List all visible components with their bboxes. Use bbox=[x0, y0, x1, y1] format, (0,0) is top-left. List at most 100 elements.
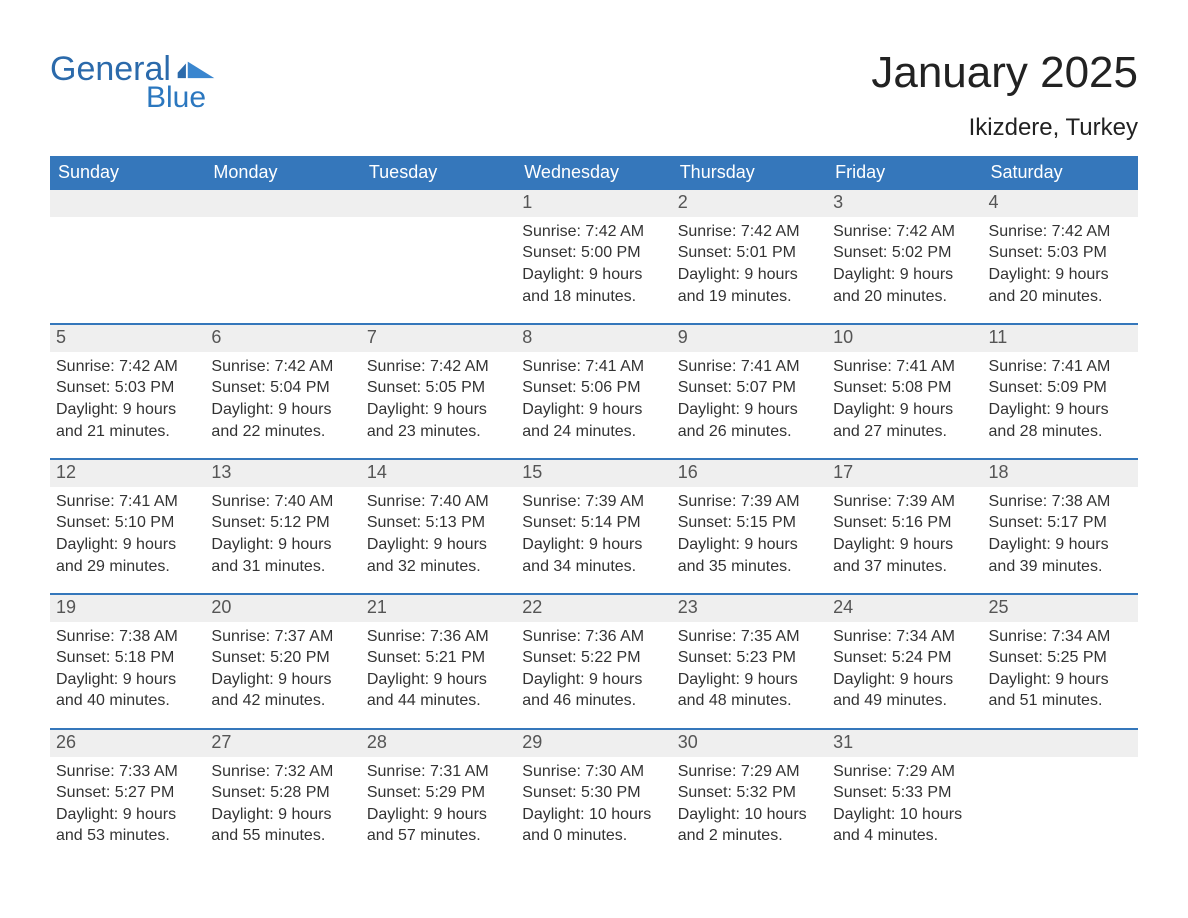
day-number: 20 bbox=[205, 595, 360, 622]
sunrise-text: Sunrise: 7:39 AM bbox=[522, 491, 665, 513]
sunset-text: Sunset: 5:09 PM bbox=[989, 377, 1132, 399]
sunrise-text: Sunrise: 7:42 AM bbox=[989, 221, 1132, 243]
sunset-text: Sunset: 5:07 PM bbox=[678, 377, 821, 399]
day-body: Sunrise: 7:41 AMSunset: 5:10 PMDaylight:… bbox=[50, 487, 205, 593]
day-number: 26 bbox=[50, 730, 205, 757]
sunset-text: Sunset: 5:18 PM bbox=[56, 647, 199, 669]
daylight-line1: Daylight: 9 hours bbox=[989, 669, 1132, 691]
day-cell: 11Sunrise: 7:41 AMSunset: 5:09 PMDayligh… bbox=[983, 325, 1138, 458]
daylight-line2: and 53 minutes. bbox=[56, 825, 199, 847]
day-cell: 14Sunrise: 7:40 AMSunset: 5:13 PMDayligh… bbox=[361, 460, 516, 593]
daylight-line2: and 28 minutes. bbox=[989, 421, 1132, 443]
daylight-line1: Daylight: 9 hours bbox=[211, 399, 354, 421]
weekday-header: Sunday bbox=[50, 156, 205, 190]
day-number: 17 bbox=[827, 460, 982, 487]
daylight-line2: and 21 minutes. bbox=[56, 421, 199, 443]
sunset-text: Sunset: 5:02 PM bbox=[833, 242, 976, 264]
day-body: Sunrise: 7:42 AMSunset: 5:01 PMDaylight:… bbox=[672, 217, 827, 323]
sunrise-text: Sunrise: 7:41 AM bbox=[522, 356, 665, 378]
daylight-line2: and 19 minutes. bbox=[678, 286, 821, 308]
sunrise-text: Sunrise: 7:38 AM bbox=[989, 491, 1132, 513]
day-number: 18 bbox=[983, 460, 1138, 487]
sunset-text: Sunset: 5:08 PM bbox=[833, 377, 976, 399]
day-number: 15 bbox=[516, 460, 671, 487]
day-body: Sunrise: 7:39 AMSunset: 5:15 PMDaylight:… bbox=[672, 487, 827, 593]
day-number: 25 bbox=[983, 595, 1138, 622]
day-cell: 4Sunrise: 7:42 AMSunset: 5:03 PMDaylight… bbox=[983, 190, 1138, 323]
daylight-line2: and 44 minutes. bbox=[367, 690, 510, 712]
daylight-line2: and 4 minutes. bbox=[833, 825, 976, 847]
day-cell: 17Sunrise: 7:39 AMSunset: 5:16 PMDayligh… bbox=[827, 460, 982, 593]
sunset-text: Sunset: 5:28 PM bbox=[211, 782, 354, 804]
day-body: Sunrise: 7:34 AMSunset: 5:24 PMDaylight:… bbox=[827, 622, 982, 728]
daylight-line1: Daylight: 9 hours bbox=[522, 264, 665, 286]
sunset-text: Sunset: 5:21 PM bbox=[367, 647, 510, 669]
day-number: 28 bbox=[361, 730, 516, 757]
sunset-text: Sunset: 5:27 PM bbox=[56, 782, 199, 804]
sunrise-text: Sunrise: 7:38 AM bbox=[56, 626, 199, 648]
day-number: 10 bbox=[827, 325, 982, 352]
week-row: 5Sunrise: 7:42 AMSunset: 5:03 PMDaylight… bbox=[50, 323, 1138, 458]
day-cell: 3Sunrise: 7:42 AMSunset: 5:02 PMDaylight… bbox=[827, 190, 982, 323]
day-body: Sunrise: 7:32 AMSunset: 5:28 PMDaylight:… bbox=[205, 757, 360, 863]
sunrise-text: Sunrise: 7:42 AM bbox=[367, 356, 510, 378]
week-row: 19Sunrise: 7:38 AMSunset: 5:18 PMDayligh… bbox=[50, 593, 1138, 728]
day-number: 29 bbox=[516, 730, 671, 757]
sunset-text: Sunset: 5:20 PM bbox=[211, 647, 354, 669]
day-number: 14 bbox=[361, 460, 516, 487]
day-cell bbox=[983, 730, 1138, 863]
location-label: Ikizdere, Turkey bbox=[871, 114, 1138, 142]
sunrise-text: Sunrise: 7:42 AM bbox=[833, 221, 976, 243]
day-cell: 12Sunrise: 7:41 AMSunset: 5:10 PMDayligh… bbox=[50, 460, 205, 593]
daylight-line1: Daylight: 9 hours bbox=[56, 399, 199, 421]
weekday-header: Wednesday bbox=[516, 156, 671, 190]
daylight-line2: and 35 minutes. bbox=[678, 556, 821, 578]
sunset-text: Sunset: 5:14 PM bbox=[522, 512, 665, 534]
sunset-text: Sunset: 5:10 PM bbox=[56, 512, 199, 534]
day-number: 31 bbox=[827, 730, 982, 757]
day-number: 21 bbox=[361, 595, 516, 622]
daylight-line1: Daylight: 9 hours bbox=[56, 534, 199, 556]
day-cell: 13Sunrise: 7:40 AMSunset: 5:12 PMDayligh… bbox=[205, 460, 360, 593]
sunrise-text: Sunrise: 7:40 AM bbox=[367, 491, 510, 513]
day-body: Sunrise: 7:41 AMSunset: 5:08 PMDaylight:… bbox=[827, 352, 982, 458]
sunrise-text: Sunrise: 7:35 AM bbox=[678, 626, 821, 648]
day-cell: 22Sunrise: 7:36 AMSunset: 5:22 PMDayligh… bbox=[516, 595, 671, 728]
day-cell: 29Sunrise: 7:30 AMSunset: 5:30 PMDayligh… bbox=[516, 730, 671, 863]
day-body: Sunrise: 7:41 AMSunset: 5:09 PMDaylight:… bbox=[983, 352, 1138, 458]
day-cell: 5Sunrise: 7:42 AMSunset: 5:03 PMDaylight… bbox=[50, 325, 205, 458]
day-body: Sunrise: 7:31 AMSunset: 5:29 PMDaylight:… bbox=[361, 757, 516, 863]
daylight-line2: and 48 minutes. bbox=[678, 690, 821, 712]
weekday-header-row: Sunday Monday Tuesday Wednesday Thursday… bbox=[50, 156, 1138, 190]
sunrise-text: Sunrise: 7:42 AM bbox=[678, 221, 821, 243]
day-body: Sunrise: 7:29 AMSunset: 5:32 PMDaylight:… bbox=[672, 757, 827, 863]
daylight-line2: and 0 minutes. bbox=[522, 825, 665, 847]
daylight-line2: and 2 minutes. bbox=[678, 825, 821, 847]
daylight-line1: Daylight: 9 hours bbox=[367, 669, 510, 691]
sunrise-text: Sunrise: 7:39 AM bbox=[833, 491, 976, 513]
sunset-text: Sunset: 5:29 PM bbox=[367, 782, 510, 804]
sunrise-text: Sunrise: 7:41 AM bbox=[678, 356, 821, 378]
day-body: Sunrise: 7:36 AMSunset: 5:22 PMDaylight:… bbox=[516, 622, 671, 728]
sunset-text: Sunset: 5:00 PM bbox=[522, 242, 665, 264]
daylight-line2: and 20 minutes. bbox=[989, 286, 1132, 308]
day-number: 12 bbox=[50, 460, 205, 487]
day-cell bbox=[205, 190, 360, 323]
sunrise-text: Sunrise: 7:34 AM bbox=[833, 626, 976, 648]
daylight-line2: and 23 minutes. bbox=[367, 421, 510, 443]
daylight-line1: Daylight: 9 hours bbox=[522, 399, 665, 421]
weekday-header: Tuesday bbox=[361, 156, 516, 190]
day-cell: 20Sunrise: 7:37 AMSunset: 5:20 PMDayligh… bbox=[205, 595, 360, 728]
sunset-text: Sunset: 5:16 PM bbox=[833, 512, 976, 534]
sunrise-text: Sunrise: 7:39 AM bbox=[678, 491, 821, 513]
weekday-header: Friday bbox=[827, 156, 982, 190]
day-body: Sunrise: 7:38 AMSunset: 5:18 PMDaylight:… bbox=[50, 622, 205, 728]
day-body: Sunrise: 7:42 AMSunset: 5:03 PMDaylight:… bbox=[983, 217, 1138, 323]
title-block: January 2025 Ikizdere, Turkey bbox=[871, 50, 1138, 142]
flag-icon bbox=[177, 58, 215, 80]
day-body: Sunrise: 7:29 AMSunset: 5:33 PMDaylight:… bbox=[827, 757, 982, 863]
day-number: 19 bbox=[50, 595, 205, 622]
sunset-text: Sunset: 5:23 PM bbox=[678, 647, 821, 669]
sunset-text: Sunset: 5:15 PM bbox=[678, 512, 821, 534]
daylight-line1: Daylight: 9 hours bbox=[833, 669, 976, 691]
